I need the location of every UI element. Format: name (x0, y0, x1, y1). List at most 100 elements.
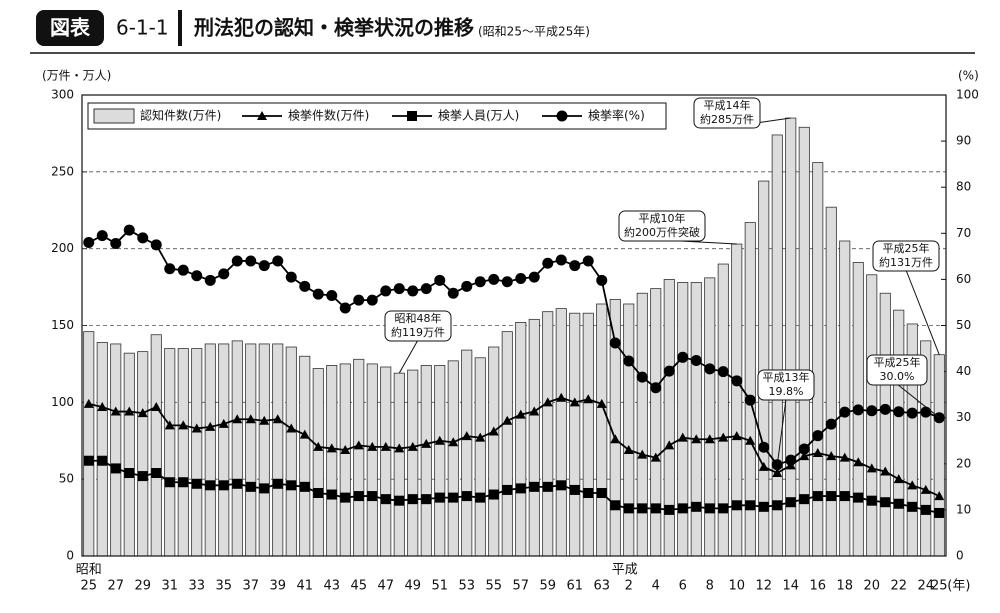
x-tick-label: 8 (706, 579, 714, 594)
square-marker (299, 481, 310, 492)
circle-marker (731, 375, 743, 387)
triangle-marker (610, 434, 621, 444)
square-marker (785, 497, 796, 508)
x-tick-label: 31 (161, 579, 178, 594)
square-marker (434, 492, 445, 503)
triangle-marker (826, 451, 837, 461)
circle-marker (204, 274, 216, 286)
callout-leader (905, 269, 940, 355)
bar (245, 343, 257, 557)
square-marker (461, 491, 472, 502)
circle-marker (663, 365, 675, 377)
callout-box (618, 210, 706, 242)
bar (515, 322, 527, 557)
era-label: 昭和 (76, 563, 102, 578)
y2-tick-label: 10 (956, 502, 971, 516)
y2-tick-label: 70 (956, 226, 971, 240)
square-marker (610, 500, 621, 511)
y2-tick-label: 50 (956, 318, 971, 332)
bar (501, 331, 513, 557)
circle-marker (515, 272, 527, 284)
square-marker (731, 500, 742, 511)
x-tick-label: 57 (512, 579, 529, 594)
bar (879, 292, 891, 557)
square-marker (880, 497, 891, 508)
callout-text: 約200万件突破 (624, 225, 700, 239)
bar (312, 368, 324, 557)
triangle-marker (866, 463, 877, 473)
bar (123, 352, 135, 557)
square-marker (569, 484, 580, 495)
x-tick-label: 37 (242, 579, 259, 594)
bar (353, 358, 365, 557)
triangle-marker (245, 414, 256, 424)
title: 刑法犯の認知・検挙状況の推移 (194, 16, 474, 40)
callout-leader (398, 339, 419, 374)
legend-label: 認知件数(万件) (140, 108, 221, 123)
square-marker (637, 503, 648, 514)
square-marker (353, 491, 364, 502)
bar (83, 331, 95, 557)
square-marker (164, 477, 175, 488)
square-marker (313, 487, 324, 498)
y-tick-label: 150 (51, 318, 74, 332)
legend-label: 検挙件数(万件) (288, 108, 369, 123)
square-marker (515, 483, 526, 494)
bar (420, 365, 432, 557)
triangle-marker (299, 429, 310, 439)
square-marker (745, 500, 756, 511)
triangle-marker (259, 415, 270, 425)
circle-marker (299, 280, 311, 292)
triangle-marker (569, 397, 580, 407)
y2-tick-label: 20 (956, 456, 971, 470)
bar (704, 277, 716, 557)
square-marker (677, 503, 688, 514)
triangle-marker (367, 441, 378, 451)
series-line (88, 459, 940, 514)
y-axis-label: (万件・万人) (42, 69, 111, 83)
bar (258, 343, 270, 557)
bar (177, 348, 189, 557)
triangle-marker (83, 398, 94, 408)
triangle-marker (313, 441, 324, 451)
legend-label: 検挙率(%) (588, 108, 645, 123)
x-tick-label: 14 (782, 579, 799, 594)
circle-marker (420, 283, 432, 295)
square-marker (245, 481, 256, 492)
x-tick-label: 51 (431, 579, 448, 594)
square-marker (623, 503, 634, 514)
circle-marker (434, 274, 446, 286)
square-marker (97, 455, 108, 466)
callout-text: 平成10年 (639, 211, 686, 225)
callout-text: 30.0% (880, 370, 915, 383)
bar (96, 342, 108, 557)
circle-marker (609, 337, 621, 349)
circle-marker (285, 271, 297, 283)
callout-box (693, 97, 761, 129)
square-marker (326, 489, 337, 500)
x-tick-label: 41 (296, 579, 313, 594)
bar (596, 303, 608, 557)
bar (218, 343, 230, 557)
circle-marker (245, 255, 257, 267)
circle-marker (150, 239, 162, 251)
callout-box (384, 310, 452, 342)
triangle-marker (178, 420, 189, 430)
triangle-marker (745, 435, 756, 445)
circle-marker (582, 255, 594, 267)
circle-marker (96, 230, 108, 242)
figure-number: 6-1-1 (116, 16, 169, 40)
bar (677, 282, 689, 557)
plot-frame (81, 94, 947, 557)
y-tick-label: 100 (51, 395, 74, 409)
triangle-marker (218, 418, 229, 428)
callout-text: 平成25年 (883, 241, 930, 255)
bar (231, 340, 243, 557)
triangle-marker (893, 474, 904, 484)
y-tick-label: 0 (66, 549, 74, 563)
square-marker (758, 501, 769, 512)
bar (569, 312, 581, 557)
square-marker (272, 478, 283, 489)
square-marker (421, 494, 432, 505)
triangle-marker (380, 441, 391, 451)
